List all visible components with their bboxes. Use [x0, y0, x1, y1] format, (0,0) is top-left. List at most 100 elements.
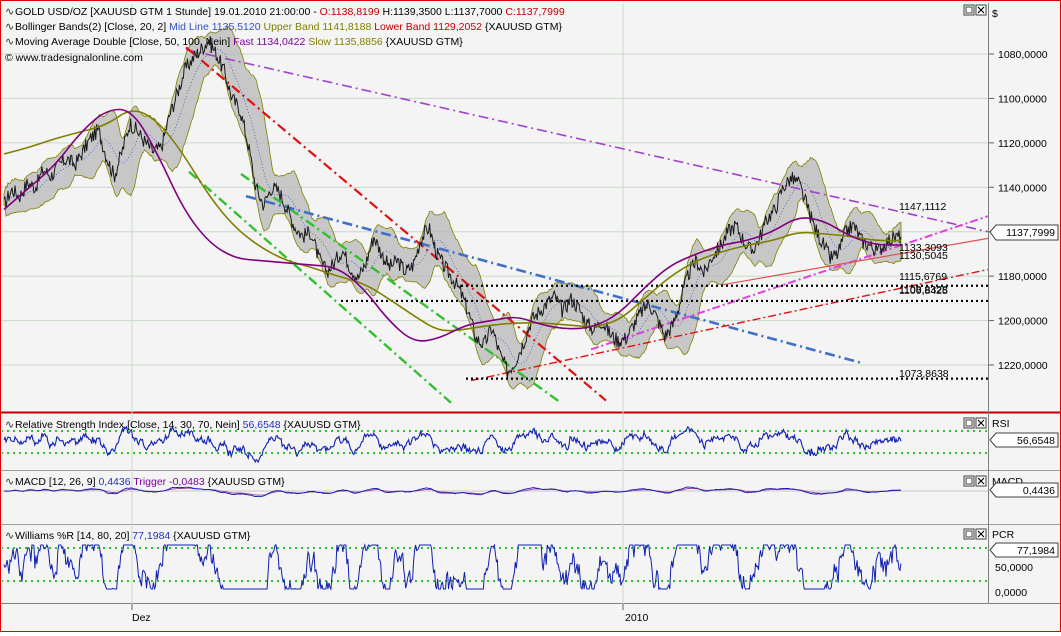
williams-tick-label: 0,0000 [995, 587, 1027, 599]
ma-slow-line [3, 110, 901, 332]
legend-part: 0,4436 [98, 476, 130, 488]
legend-part: Upper Band 1141,8188 [261, 21, 372, 33]
macd-icon: ∿ [5, 476, 14, 488]
legend-part: Relative Strength Index [Close, 14, 30, … [15, 419, 243, 431]
macd-value-label: 0,4436 [1023, 485, 1055, 497]
legend-part: {XAUUSD GTM} [482, 21, 562, 33]
legend-part: {XAUUSD GTM} [383, 36, 463, 48]
rsi-icon: ∿ [5, 419, 14, 431]
rsi-pane[interactable] [1, 414, 988, 470]
instrument-title: GOLD USD/OZ [XAUUSD GTM 1 Stunde] 19.01.… [15, 6, 565, 18]
williams-value-label: 77,1984 [1017, 545, 1055, 557]
rsi-close-button[interactable] [975, 417, 987, 429]
rsi-value-label: 56,6548 [1017, 435, 1055, 447]
price-tick-label: 1220,0000 [998, 360, 1048, 372]
rsi-value-marker: 56,6548 [989, 432, 1059, 448]
annotation-level: 1147,1112 [899, 201, 946, 213]
rsi-restore-button[interactable] [963, 417, 975, 429]
downtrend-line-red[interactable] [185, 46, 607, 402]
moving-average-legend[interactable]: Moving Average Double [Close, 50, 100, N… [15, 36, 463, 48]
price-tick-label: 1100,0000 [998, 93, 1047, 105]
bollinger-legend[interactable]: Bollinger Bands(2) [Close, 20, 2] Mid Li… [15, 21, 562, 33]
williams-legend[interactable]: Williams %R [14, 80, 20] 77,1984 {XAUUSD… [15, 530, 251, 542]
annotation-level: 1133,3093 [899, 242, 948, 254]
williams-close-button[interactable] [975, 528, 987, 540]
instrument-icon: ∿ [5, 6, 14, 18]
williams-pane[interactable] [1, 526, 988, 604]
indicator-icon: ∿ [5, 21, 14, 33]
legend-part: H:1139,3500 L:1137,7000 [380, 6, 506, 18]
legend-part: O:1138,8199 [320, 6, 380, 18]
macd-trigger-line [3, 487, 902, 496]
legend-part: {XAUUSD GTM} [281, 419, 361, 431]
williams-icon: ∿ [5, 530, 14, 542]
annotation-level: 1108,8328 [899, 284, 948, 296]
time-grid [131, 4, 624, 604]
legend-part: {XAUUSD GTM} [170, 530, 250, 542]
legend-part: C:1137,7999 [505, 6, 565, 18]
legend-part: Slow 1135,8856 [305, 36, 383, 48]
price-tick-label: 1120,0000 [998, 138, 1047, 150]
legend-part: Fast 1134,0422 [233, 36, 305, 48]
legend-part: {XAUUSD GTM} [205, 476, 285, 488]
horizontal-levels [341, 284, 988, 380]
price-tick-label: 1200,0000 [998, 316, 1048, 328]
legend-part: GOLD USD/OZ [XAUUSD GTM 1 Stunde] 19.01.… [15, 6, 320, 18]
resistance-trendline[interactable] [185, 48, 988, 233]
last-price-label: 1137,7999 [1006, 227, 1055, 239]
price-tick-label: 1180,0000 [998, 271, 1047, 283]
bollinger-mid-line [3, 48, 902, 364]
legend-part: Lower Band 1129,2052 [371, 21, 482, 33]
price-axis[interactable] [988, 3, 1060, 604]
price-tick-label: 1080,0000 [998, 49, 1048, 61]
legend-part: MACD [12, 26, 9] [15, 476, 98, 488]
trendlines [185, 46, 988, 404]
williams-tick-label: 50,0000 [995, 562, 1033, 574]
time-axis-label: Dez [132, 612, 151, 624]
price-tick-label: 1140,0000 [998, 182, 1047, 194]
williams-restore-button[interactable] [963, 528, 975, 540]
uptrend-line-magenta[interactable] [590, 215, 988, 351]
macd-pane[interactable] [1, 472, 988, 524]
main-restore-button[interactable] [963, 4, 975, 16]
rsi-axis-label: RSI [992, 418, 1010, 430]
main-close-button[interactable] [975, 4, 987, 16]
main-header: ∿ GOLD USD/OZ [XAUUSD GTM 1 Stunde] 19.0… [5, 6, 565, 64]
price-series-line [3, 36, 902, 378]
bollinger-band [3, 25, 902, 390]
rsi-line [3, 425, 902, 464]
macd-close-button[interactable] [975, 475, 987, 487]
currency-label: $ [992, 8, 998, 20]
macd-legend[interactable]: MACD [12, 26, 9] 0,4436 Trigger -0,0483 … [15, 476, 285, 488]
time-axis[interactable] [1, 604, 988, 631]
legend-part: Moving Average Double [Close, 50, 100, N… [15, 36, 233, 48]
downtrend-line-blue[interactable] [245, 194, 862, 365]
williams-line [3, 543, 902, 591]
channel-line-green[interactable] [240, 172, 562, 404]
legend-part: 77,1984 [132, 530, 170, 542]
macd-value-marker: 0,4436 [989, 482, 1059, 498]
macd-restore-button[interactable] [963, 475, 975, 487]
source-label: © www.tradesignalonline.com [5, 52, 143, 64]
legend-part: Williams %R [14, 80, 20] [15, 530, 132, 542]
williams-value-marker: 77,1984 [989, 542, 1059, 558]
ma-fast-line [3, 108, 901, 342]
macd-line [3, 486, 902, 498]
last-price-marker: 1137,7999 [989, 224, 1059, 241]
annotation-level: 1130,5045 [899, 250, 948, 262]
rsi-legend[interactable]: Relative Strength Index [Close, 14, 30, … [15, 419, 361, 431]
channel-line-green[interactable] [188, 170, 452, 404]
legend-part: Trigger -0,0483 [131, 476, 205, 488]
legend-part: 56,6548 [243, 419, 281, 431]
uptrend-line-thin[interactable] [720, 237, 988, 286]
annotation-level: 1115,6769 [899, 271, 947, 283]
williams-axis-label: PCR [992, 529, 1015, 541]
time-axis-label: 2010 [625, 612, 649, 624]
legend-part: Mid Line 1135,5120 [169, 21, 261, 33]
legend-part: Bollinger Bands(2) [Close, 20, 2] [15, 21, 169, 33]
indicator-icon: ∿ [5, 36, 14, 48]
annotation-level: 1073,8638 [899, 368, 949, 380]
annotation-level: 1109,8425 [899, 285, 948, 297]
